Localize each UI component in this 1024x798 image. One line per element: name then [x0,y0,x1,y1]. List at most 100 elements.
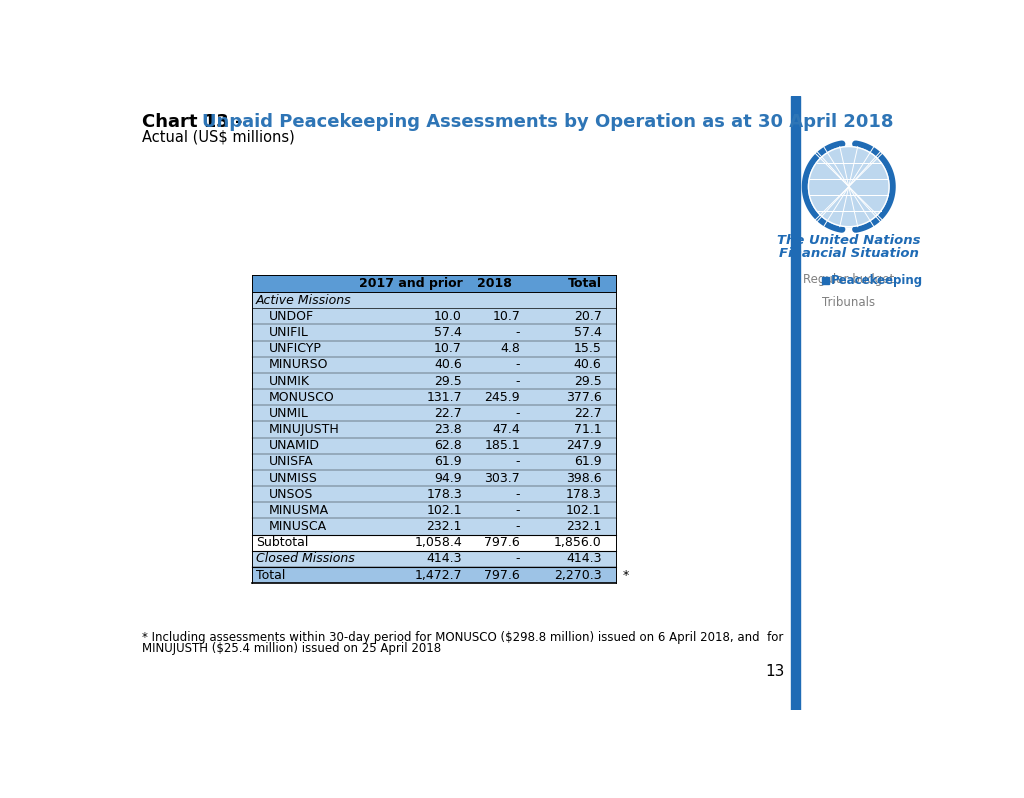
Text: 62.8: 62.8 [434,439,462,452]
Text: Actual (US$ millions): Actual (US$ millions) [142,129,295,144]
Text: 2018: 2018 [477,277,512,290]
Bar [252,470,616,486]
Text: 2,270.3: 2,270.3 [554,569,601,582]
Text: 377.6: 377.6 [566,391,601,404]
Text: MONUSCO: MONUSCO [269,391,335,404]
Text: The United Nations: The United Nations [777,235,921,247]
Bar [252,421,616,437]
Text: 1,856.0: 1,856.0 [554,536,601,549]
Text: 1,058.4: 1,058.4 [415,536,462,549]
Text: 414.3: 414.3 [566,552,601,566]
Text: UNISFA: UNISFA [269,456,313,468]
Text: 15.5: 15.5 [573,342,601,355]
Bar [252,292,616,308]
Bar [252,502,616,519]
Text: UNSOS: UNSOS [269,488,313,500]
Text: Peacekeeping: Peacekeeping [830,274,923,286]
Bar [252,567,616,583]
Text: 102.1: 102.1 [566,504,601,517]
Bar [821,277,828,283]
Text: Regular budget: Regular budget [803,273,894,286]
Text: -: - [516,456,520,468]
Text: *: * [623,569,629,582]
Text: 178.3: 178.3 [566,488,601,500]
Text: Total: Total [567,277,601,290]
Text: -: - [516,504,520,517]
Text: 247.9: 247.9 [566,439,601,452]
Text: 47.4: 47.4 [493,423,520,436]
Text: 61.9: 61.9 [434,456,462,468]
Text: * Including assessments within 30-day period for MONUSCO ($298.8 million) issued: * Including assessments within 30-day pe… [142,631,783,644]
Text: UNDOF: UNDOF [269,310,314,323]
Text: 185.1: 185.1 [484,439,520,452]
Text: 414.3: 414.3 [427,552,462,566]
Text: Unpaid Peacekeeping Assessments by Operation as at 30 April 2018: Unpaid Peacekeeping Assessments by Opera… [203,113,894,132]
Bar [252,373,616,389]
Text: 178.3: 178.3 [426,488,462,500]
Text: 29.5: 29.5 [434,374,462,388]
Text: UNMIL: UNMIL [269,407,309,420]
Bar [791,96,800,710]
Text: 23.8: 23.8 [434,423,462,436]
Text: -: - [516,358,520,371]
Text: 797.6: 797.6 [484,569,520,582]
Text: MINURSO: MINURSO [269,358,329,371]
Text: -: - [516,326,520,339]
Bar [252,405,616,421]
Text: Tribunals: Tribunals [822,296,876,309]
Text: 61.9: 61.9 [573,456,601,468]
Text: 94.9: 94.9 [434,472,462,484]
Text: 398.6: 398.6 [566,472,601,484]
Text: 71.1: 71.1 [573,423,601,436]
Text: 20.7: 20.7 [573,310,601,323]
Bar [252,486,616,502]
Text: Active Missions: Active Missions [256,294,351,306]
Bar [252,325,616,341]
Text: 797.6: 797.6 [484,536,520,549]
Text: UNMISS: UNMISS [269,472,317,484]
Text: MINUJUSTH ($25.4 million) issued on 25 April 2018: MINUJUSTH ($25.4 million) issued on 25 A… [142,642,441,655]
Bar [252,357,616,373]
Text: 232.1: 232.1 [566,520,601,533]
Text: 40.6: 40.6 [573,358,601,371]
Text: UNFICYP: UNFICYP [269,342,322,355]
Circle shape [809,147,889,227]
Text: Chart 13 -: Chart 13 - [142,113,249,132]
Text: 13: 13 [765,665,784,679]
Text: 131.7: 131.7 [426,391,462,404]
Text: MINUJUSTH: MINUJUSTH [269,423,340,436]
Text: 102.1: 102.1 [426,504,462,517]
Text: 40.6: 40.6 [434,358,462,371]
Text: 10.7: 10.7 [493,310,520,323]
Text: 10.0: 10.0 [434,310,462,323]
Text: Total: Total [256,569,286,582]
Bar [252,519,616,535]
Text: 245.9: 245.9 [484,391,520,404]
Text: MINUSMA: MINUSMA [269,504,329,517]
Bar [252,437,616,454]
Text: -: - [516,552,520,566]
Text: Financial Situation: Financial Situation [779,247,919,259]
Text: 232.1: 232.1 [427,520,462,533]
Text: -: - [516,520,520,533]
Bar [252,341,616,357]
Text: MINUSCA: MINUSCA [269,520,328,533]
Bar [252,535,616,551]
Text: 57.4: 57.4 [573,326,601,339]
Text: 10.7: 10.7 [434,342,462,355]
Text: -: - [516,407,520,420]
Bar [252,308,616,325]
Bar [252,551,616,567]
Text: 57.4: 57.4 [434,326,462,339]
Bar [252,275,616,292]
Text: 1,472.7: 1,472.7 [415,569,462,582]
Text: Closed Missions: Closed Missions [256,552,354,566]
Text: UNIFIL: UNIFIL [269,326,309,339]
Text: 4.8: 4.8 [501,342,520,355]
Text: 22.7: 22.7 [434,407,462,420]
Bar [252,389,616,405]
Text: Subtotal: Subtotal [256,536,308,549]
Bar [252,454,616,470]
Text: 303.7: 303.7 [484,472,520,484]
Text: 29.5: 29.5 [573,374,601,388]
